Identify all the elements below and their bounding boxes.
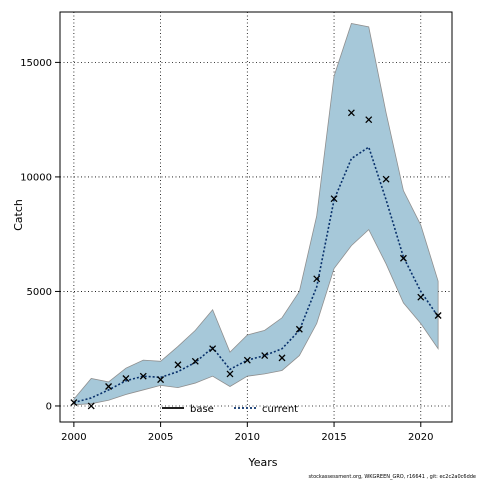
x-axis-title: Years [247,456,277,469]
footer-credit: stockassessment.org, WKGREEN_GRO, r16641… [309,474,476,480]
observed-point-stroke [70,399,78,406]
series-line-current [73,145,439,404]
observed-point [243,356,251,364]
observed-point [174,361,182,369]
observed-point-stroke [295,325,303,333]
observed-point [226,370,234,378]
observed-point-stroke [365,116,373,124]
y-tick-label: 0 [46,401,52,412]
observed-point-stroke [399,254,407,262]
confidence-band [73,22,439,406]
observed-point [313,275,321,283]
observed-point [105,383,113,390]
observed-point-stroke [347,109,355,117]
x-tick-label: 2015 [321,432,346,443]
observed-point [365,116,373,124]
observed-point-stroke [174,361,182,369]
plot-frame [59,11,453,423]
observed-point [434,312,442,319]
observed-point [399,254,407,262]
legend-label-current: current [262,404,298,415]
observed-point [417,293,425,301]
observed-point [382,175,390,183]
observed-point-stroke [191,357,199,365]
observed-point [295,325,303,333]
x-tick-label: 2010 [235,432,260,443]
observed-point-stroke [226,370,234,378]
x-tick-label: 2000 [61,432,86,443]
observed-point-stroke [139,372,147,380]
observed-point-stroke [313,275,321,283]
observed-point [87,402,95,410]
observed-points [70,109,442,410]
observed-point-stroke [417,293,425,301]
observed-point [261,352,269,360]
observed-point [278,354,286,362]
x-axis: 2000 2005 2010 2015 2020 [61,422,434,443]
y-tick-label: 10000 [20,172,52,183]
observed-point-stroke [157,376,165,384]
observed-point [157,376,165,384]
grid [60,12,452,422]
observed-point-stroke [261,352,269,360]
legend-label-base: base [190,404,214,415]
observed-point [122,375,130,382]
observed-point-stroke [434,312,442,319]
observed-point [209,345,217,353]
observed-point [191,357,199,365]
observed-point-stroke [209,345,217,353]
legend: base current [162,404,298,415]
observed-point-stroke [87,402,95,410]
observed-point [139,372,147,380]
x-tick-label: 2020 [408,432,433,443]
observed-point-stroke [330,195,338,203]
observed-point-stroke [243,356,251,364]
y-axis-title: Catch [12,199,25,231]
observed-point [330,195,338,203]
observed-point-stroke [382,175,390,183]
observed-point-stroke [105,383,113,390]
observed-point-stroke [122,375,130,382]
observed-point [70,399,78,406]
observed-point-stroke [278,354,286,362]
y-tick-label: 15000 [20,58,52,69]
x-tick-label: 2005 [148,432,173,443]
observed-point [347,109,355,117]
y-axis: 0 5000 10000 15000 [20,58,60,412]
y-tick-label: 5000 [27,287,52,298]
